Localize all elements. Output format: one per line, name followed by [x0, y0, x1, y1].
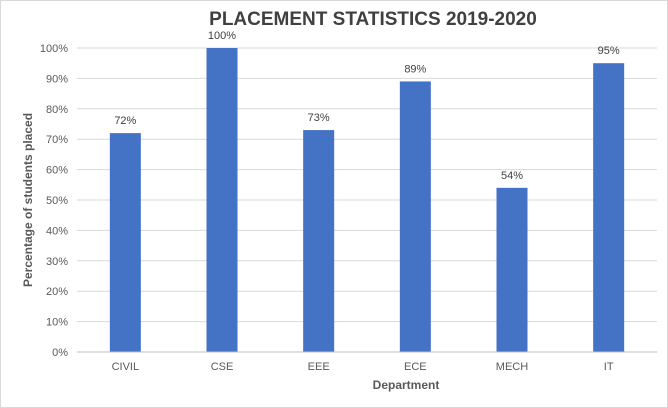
- y-axis-ticks: 0% 10% 20% 30% 40% 50% 60% 70% 80% 90% 100%: [40, 43, 68, 359]
- bar-cse: [206, 48, 238, 352]
- bar-eee: [303, 130, 335, 352]
- bar-civil: [109, 133, 141, 352]
- y-tick-label: 10%: [46, 317, 68, 329]
- y-tick-label: 70%: [46, 134, 68, 146]
- x-tick-label: CIVIL: [112, 361, 140, 373]
- gridlines: [77, 47, 657, 323]
- y-tick-label: 50%: [46, 195, 68, 207]
- y-tick-label: 40%: [46, 225, 68, 237]
- data-label: 72%: [114, 115, 136, 127]
- x-tick-label: CSE: [211, 361, 234, 373]
- data-label: 100%: [208, 30, 236, 42]
- x-axis-title: Department: [373, 378, 440, 392]
- bar-ece: [399, 81, 431, 352]
- y-axis-title: Percentage of students placed: [21, 113, 35, 287]
- bars: [109, 48, 625, 352]
- data-label: 73%: [308, 112, 330, 124]
- x-tick-label: MECH: [496, 361, 528, 373]
- data-label: 89%: [404, 63, 426, 75]
- x-tick-label: EEE: [308, 361, 330, 373]
- y-tick-label: 30%: [46, 256, 68, 268]
- y-tick-label: 90%: [46, 73, 68, 85]
- x-tick-label: IT: [604, 361, 614, 373]
- y-tick-label: 100%: [40, 43, 68, 55]
- data-label: 54%: [501, 170, 523, 182]
- bar-it: [593, 63, 625, 352]
- bar-mech: [496, 187, 528, 352]
- chart-title: PLACEMENT STATISTICS 2019-2020: [209, 9, 537, 30]
- x-tick-label: ECE: [404, 361, 427, 373]
- data-labels: 72% 100% 73% 89% 54% 95%: [114, 30, 620, 182]
- y-tick-label: 60%: [46, 165, 68, 177]
- x-axis-ticks: CIVIL CSE EEE ECE MECH IT: [112, 361, 614, 373]
- y-tick-label: 20%: [46, 286, 68, 298]
- data-label: 95%: [598, 45, 620, 57]
- y-tick-label: 80%: [46, 104, 68, 116]
- y-tick-label: 0%: [52, 347, 68, 359]
